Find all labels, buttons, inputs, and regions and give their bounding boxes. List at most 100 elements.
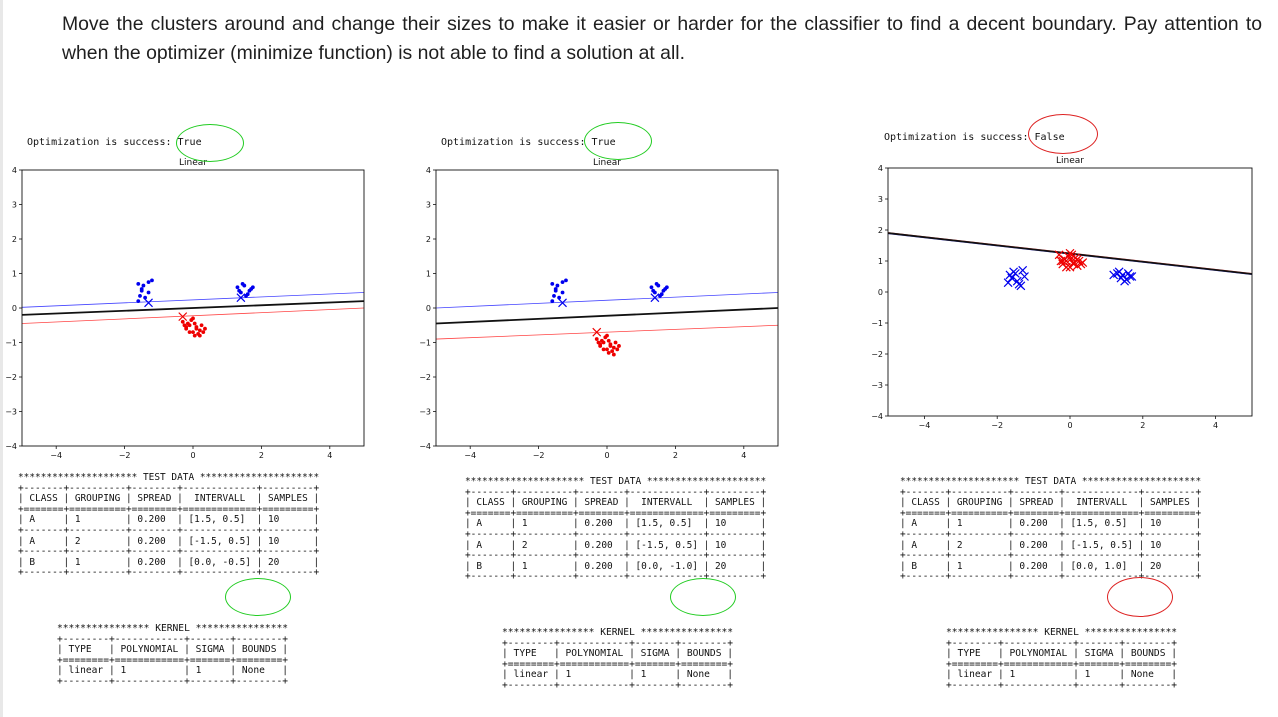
test-data-table: ********************* TEST DATA ********…	[465, 476, 767, 583]
y-tick-label: −2	[419, 373, 431, 382]
left-margin-bar	[0, 0, 3, 717]
class-b-margin-line	[436, 324, 778, 340]
plot-frame	[887, 167, 1253, 417]
data-point	[605, 347, 609, 352]
support-vector-marker	[1072, 255, 1082, 264]
y-tick-label: −1	[5, 339, 17, 348]
support-vector-marker	[1005, 270, 1015, 280]
y-tick-label: 4	[878, 164, 883, 173]
y-tick-label: −2	[871, 350, 883, 359]
data-point	[601, 347, 606, 352]
data-point	[203, 326, 207, 331]
data-point	[564, 278, 568, 283]
data-point	[143, 295, 148, 300]
data-point	[606, 338, 611, 343]
kernel-table: **************** KERNEL ****************…	[502, 627, 734, 691]
x-tick-label: 0	[190, 451, 195, 460]
data-point	[180, 319, 185, 324]
result-panel-2: Optimization is success: True Linear 4 3 2 1…	[419, 0, 820, 717]
data-point	[555, 283, 560, 288]
data-point	[560, 290, 565, 295]
x-tick-label: 4	[327, 451, 332, 460]
y-tick-label: −1	[871, 319, 883, 328]
data-point	[553, 287, 558, 291]
data-point	[606, 350, 611, 355]
y-tick-label: 1	[878, 257, 883, 266]
y-tick-label: −3	[419, 408, 431, 417]
data-point	[197, 333, 202, 338]
scatter-plot: Linear 4 3 2 1 0 −1 −2 −3 −4 −4 −2 0 2 4	[871, 156, 1253, 430]
support-vector-marker	[1069, 259, 1079, 269]
y-tick-label: 0	[878, 288, 883, 297]
plot-title: Linear	[1056, 156, 1084, 166]
x-tick-label: −4	[464, 451, 476, 460]
y-tick-label: 4	[12, 166, 17, 175]
data-point	[192, 321, 197, 326]
data-point	[138, 294, 142, 298]
x-tick-label: −2	[533, 451, 545, 460]
data-point	[250, 285, 255, 290]
boundary-line	[22, 300, 364, 316]
support-vector-marker	[1118, 270, 1128, 280]
support-vector-marker	[650, 293, 660, 303]
data-point	[550, 281, 555, 286]
x-tick-label: 4	[1213, 421, 1218, 430]
data-point	[194, 326, 199, 331]
y-tick-label: 1	[426, 270, 431, 279]
result-panel-3: Optimization is success: False Linear 4 3 2…	[860, 0, 1260, 717]
data-point	[651, 288, 656, 293]
y-tick-label: −4	[871, 412, 883, 421]
support-vector-marker	[1020, 272, 1029, 281]
support-vector-marker	[1078, 258, 1088, 267]
data-point	[247, 288, 252, 293]
data-point	[141, 283, 146, 288]
data-point	[552, 294, 556, 298]
plot-frame	[435, 169, 779, 447]
data-point	[550, 299, 555, 303]
data-point	[199, 323, 204, 328]
support-vector-marker	[1016, 281, 1026, 291]
kernel-table: **************** KERNEL ****************…	[57, 623, 289, 687]
interval-highlight-circle	[1107, 577, 1173, 617]
data-point	[187, 330, 192, 335]
data-point	[664, 285, 669, 290]
data-point	[611, 345, 616, 350]
data-point	[150, 278, 154, 283]
intro-paragraph: Move the clusters around and change thei…	[62, 13, 1262, 64]
y-tick-label: 2	[878, 226, 883, 235]
data-point	[557, 295, 562, 300]
x-tick-label: −4	[50, 451, 62, 460]
data-point	[661, 288, 666, 293]
data-point	[598, 342, 603, 347]
data-point	[185, 321, 190, 326]
support-vector-marker	[1018, 265, 1028, 275]
support-vector-marker	[236, 293, 246, 303]
data-point	[240, 281, 245, 286]
x-tick-label: 2	[259, 451, 264, 460]
result-panel-1: Optimization is success: True Linear 4 3 2 1…	[0, 0, 400, 717]
y-tick-label: −3	[5, 408, 17, 417]
y-tick-label: −3	[871, 381, 883, 390]
y-tick-label: −4	[419, 442, 431, 451]
x-tick-label: 2	[673, 451, 678, 460]
x-tick-label: 0	[604, 451, 609, 460]
x-tick-label: 0	[1067, 421, 1072, 430]
data-point	[191, 330, 195, 335]
x-tick-label: 4	[741, 451, 746, 460]
data-point	[599, 338, 604, 343]
data-point	[139, 287, 144, 291]
support-vector-marker	[1127, 272, 1137, 281]
support-vector-marker	[1067, 253, 1077, 263]
data-point	[560, 280, 565, 285]
y-tick-label: 3	[426, 201, 431, 210]
plot-title: Linear	[179, 158, 207, 168]
data-point	[201, 330, 206, 335]
y-tick-label: 3	[12, 201, 17, 210]
data-point	[237, 288, 242, 293]
data-point	[136, 299, 141, 303]
data-point	[192, 333, 197, 338]
y-tick-label: 4	[426, 166, 431, 175]
test-data-table: ********************* TEST DATA ********…	[900, 476, 1202, 583]
support-vector-marker	[1112, 268, 1122, 278]
data-point	[615, 347, 620, 352]
